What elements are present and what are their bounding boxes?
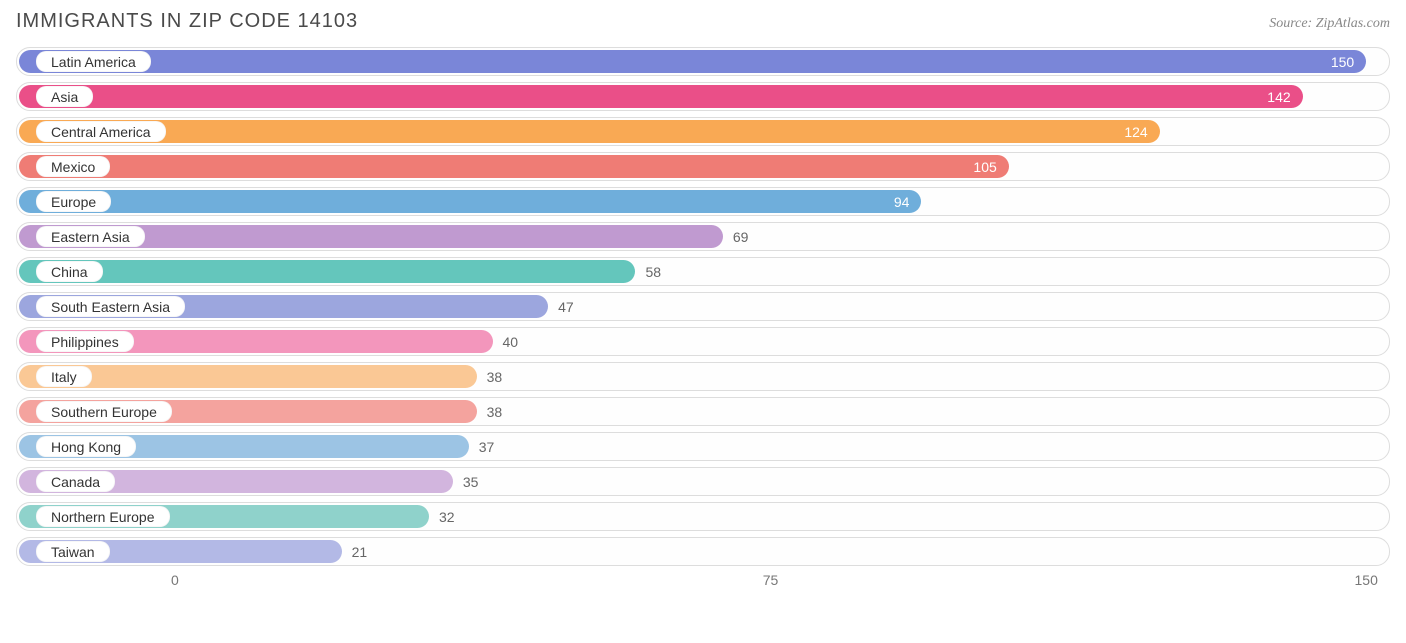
bar-value-label: 38 bbox=[487, 397, 503, 426]
bar-category-pill: Hong Kong bbox=[36, 436, 136, 457]
bar-value-label: 94 bbox=[894, 187, 910, 216]
x-axis-tick: 0 bbox=[171, 572, 179, 588]
bar-category-pill: Mexico bbox=[36, 156, 110, 177]
bar-row: Philippines 40 bbox=[16, 327, 1390, 356]
bar-category-pill: Eastern Asia bbox=[36, 226, 145, 247]
bar-category-pill: Taiwan bbox=[36, 541, 110, 562]
bar-category-label: Eastern Asia bbox=[51, 229, 130, 245]
bar-value-label: 37 bbox=[479, 432, 495, 461]
bar-category-pill: Latin America bbox=[36, 51, 151, 72]
bar-row: Mexico 105 bbox=[16, 152, 1390, 181]
bar-value-label: 21 bbox=[352, 537, 368, 566]
bar-category-label: Philippines bbox=[51, 334, 119, 350]
bar-category-label: Taiwan bbox=[51, 544, 95, 560]
bar-fill bbox=[19, 120, 1160, 143]
bar-category-pill: Philippines bbox=[36, 331, 134, 352]
bar-row: Central America 124 bbox=[16, 117, 1390, 146]
bar-category-label: Northern Europe bbox=[51, 509, 155, 525]
x-axis: 0 75 150 bbox=[16, 572, 1390, 594]
bar-category-pill: Southern Europe bbox=[36, 401, 172, 422]
bar-category-pill: Canada bbox=[36, 471, 115, 492]
bar-category-pill: Northern Europe bbox=[36, 506, 170, 527]
bar-row: Hong Kong 37 bbox=[16, 432, 1390, 461]
bar-category-label: Central America bbox=[51, 124, 151, 140]
bar-chart: Latin America 150 Asia 142 Central America 12… bbox=[16, 47, 1390, 566]
bar-value-label: 58 bbox=[645, 257, 661, 286]
bar-value-label: 69 bbox=[733, 222, 749, 251]
bar-value-label: 35 bbox=[463, 467, 479, 496]
bar-row: Asia 142 bbox=[16, 82, 1390, 111]
x-axis-tick: 75 bbox=[763, 572, 779, 588]
bar-category-label: Asia bbox=[51, 89, 78, 105]
bar-row: Taiwan 21 bbox=[16, 537, 1390, 566]
bar-row: China 58 bbox=[16, 257, 1390, 286]
bar-fill bbox=[19, 155, 1009, 178]
bar-category-label: Europe bbox=[51, 194, 96, 210]
bar-category-label: Italy bbox=[51, 369, 77, 385]
bar-value-label: 47 bbox=[558, 292, 574, 321]
bar-fill bbox=[19, 50, 1366, 73]
bar-category-pill: Italy bbox=[36, 366, 92, 387]
bar-category-label: Latin America bbox=[51, 54, 136, 70]
bar-category-label: Southern Europe bbox=[51, 404, 157, 420]
bar-value-label: 142 bbox=[1267, 82, 1290, 111]
bar-category-pill: Europe bbox=[36, 191, 111, 212]
bar-row: Southern Europe 38 bbox=[16, 397, 1390, 426]
chart-title: IMMIGRANTS IN ZIP CODE 14103 bbox=[16, 10, 358, 33]
bar-value-label: 38 bbox=[487, 362, 503, 391]
bar-row: Italy 38 bbox=[16, 362, 1390, 391]
bar-fill bbox=[19, 260, 635, 283]
chart-source: Source: ZipAtlas.com bbox=[1269, 16, 1390, 32]
bar-category-pill: Central America bbox=[36, 121, 166, 142]
bar-fill bbox=[19, 190, 921, 213]
bar-category-pill: South Eastern Asia bbox=[36, 296, 185, 317]
bar-category-label: Canada bbox=[51, 474, 100, 490]
x-axis-tick: 150 bbox=[1354, 572, 1377, 588]
bar-category-label: South Eastern Asia bbox=[51, 299, 170, 315]
bar-row: Eastern Asia 69 bbox=[16, 222, 1390, 251]
bar-row: Canada 35 bbox=[16, 467, 1390, 496]
bar-row: Northern Europe 32 bbox=[16, 502, 1390, 531]
bar-value-label: 105 bbox=[973, 152, 996, 181]
bar-row: South Eastern Asia 47 bbox=[16, 292, 1390, 321]
bar-value-label: 40 bbox=[503, 327, 519, 356]
bar-category-pill: Asia bbox=[36, 86, 93, 107]
bar-category-label: Hong Kong bbox=[51, 439, 121, 455]
bar-value-label: 32 bbox=[439, 502, 455, 531]
bar-fill bbox=[19, 85, 1303, 108]
bar-category-label: Mexico bbox=[51, 159, 95, 175]
bar-value-label: 124 bbox=[1124, 117, 1147, 146]
bar-value-label: 150 bbox=[1331, 47, 1354, 76]
bar-category-label: China bbox=[51, 264, 88, 280]
bar-category-pill: China bbox=[36, 261, 103, 282]
chart-header: IMMIGRANTS IN ZIP CODE 14103 Source: Zip… bbox=[16, 10, 1390, 33]
bar-row: Latin America 150 bbox=[16, 47, 1390, 76]
bar-row: Europe 94 bbox=[16, 187, 1390, 216]
